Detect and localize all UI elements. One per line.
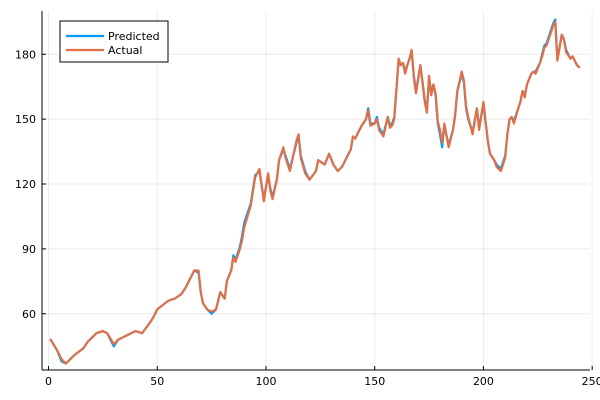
legend-label-actual: Actual — [108, 44, 142, 57]
series-line-predicted — [49, 18, 581, 365]
x-tick-label-150: 150 — [364, 375, 385, 388]
series-line-actual — [49, 20, 581, 365]
y-tick-label-150: 150 — [15, 113, 36, 126]
legend-box — [59, 20, 169, 63]
x-tick-label-200: 200 — [473, 375, 494, 388]
legend: Predicted Actual — [59, 20, 169, 63]
tick-labels: 0 50 100 150 200 250 60 90 120 150 180 — [15, 48, 600, 388]
y-tick-label-60: 60 — [22, 308, 36, 321]
series-layer — [49, 18, 581, 365]
x-tick-label-50: 50 — [150, 375, 164, 388]
y-tick-label-180: 180 — [15, 48, 36, 61]
y-tick-label-120: 120 — [15, 178, 36, 191]
x-tick-label-250: 250 — [582, 375, 600, 388]
grid-lines — [42, 11, 593, 370]
axes — [41, 11, 593, 371]
x-tick-label-100: 100 — [255, 375, 276, 388]
y-tick-label-90: 90 — [22, 243, 36, 256]
legend-label-predicted: Predicted — [108, 30, 160, 43]
x-tick-label-0: 0 — [45, 375, 52, 388]
